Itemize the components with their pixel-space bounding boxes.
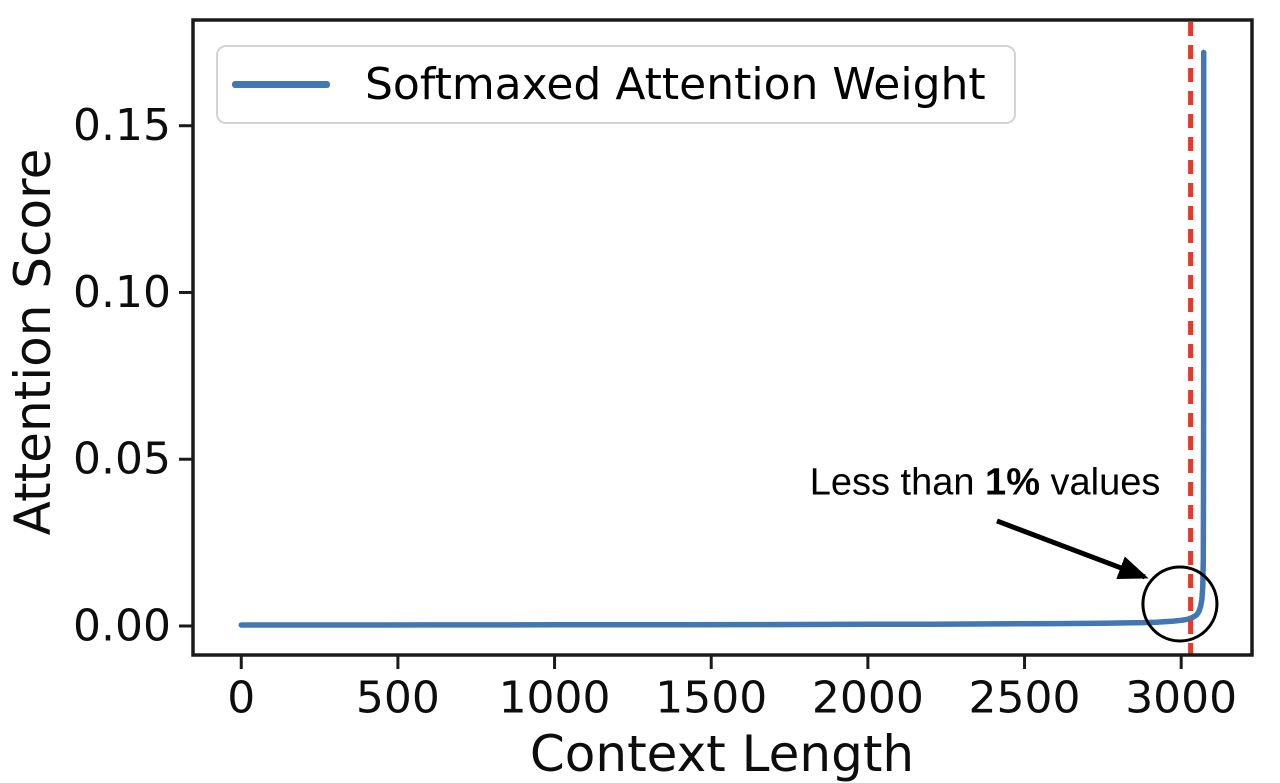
y-tick-label: 0.05 [73,434,171,485]
x-tick-label: 0 [227,673,255,724]
x-tick-label: 2000 [812,673,924,724]
legend: Softmaxed Attention Weight [216,45,1016,124]
x-tick-label: 2500 [969,673,1081,724]
annotation-less-than-1pct-text: Less than 1% values [810,461,1161,504]
x-axis-label: Context Length [529,725,915,783]
annotation-text-suffix: values [1039,461,1161,504]
legend-label: Softmaxed Attention Weight [365,58,986,110]
annotation-text-prefix: Less than [809,461,986,504]
x-tick-label: 1000 [499,673,611,724]
annotation-arrow [996,518,1149,580]
y-tick-label: 0.10 [73,267,171,318]
attention-weight-line [238,49,1207,628]
legend-line-swatch [232,81,330,88]
annotation-text-bold: 1% [985,461,1040,504]
x-tick-label: 3000 [1125,673,1237,724]
y-tick-label: 0.00 [73,600,171,651]
y-axis-label: Attention Score [4,148,62,536]
y-tick-label: 0.15 [73,100,171,151]
x-tick-label: 500 [356,673,440,724]
plot-border [191,18,1254,657]
annotation-circle [1141,565,1219,643]
x-tick-label: 1500 [655,673,767,724]
